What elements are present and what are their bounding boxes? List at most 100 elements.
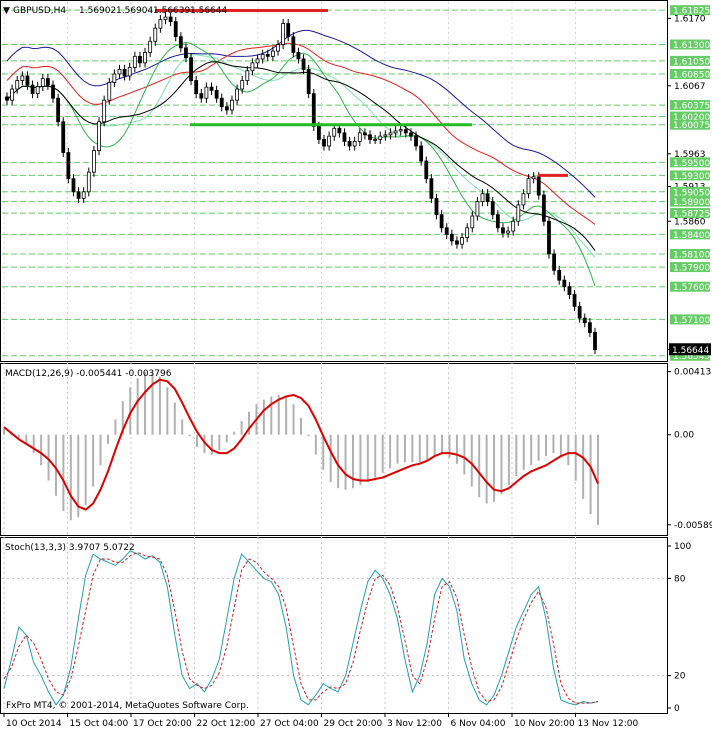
price-level-tag bbox=[670, 350, 710, 361]
time-label: 10 Oct 2014 bbox=[6, 719, 62, 729]
trend-lines[interactable] bbox=[155, 9, 568, 177]
candle-body bbox=[189, 57, 193, 81]
macd-pane-frame bbox=[0, 363, 668, 536]
candle-body bbox=[250, 62, 255, 72]
candle-body bbox=[296, 51, 301, 60]
time-label: 17 Oct 20:00 bbox=[133, 719, 192, 729]
candle-body bbox=[373, 139, 378, 141]
candle-body bbox=[337, 127, 342, 134]
candle-body bbox=[102, 99, 107, 123]
candle-body bbox=[112, 73, 117, 83]
candle-body bbox=[378, 135, 383, 140]
candles bbox=[5, 12, 597, 355]
candle-body bbox=[352, 141, 357, 147]
candle-body bbox=[163, 16, 168, 21]
price-level-tag bbox=[670, 100, 710, 111]
candle-body bbox=[235, 88, 239, 101]
price-level-label: 1.57600 bbox=[673, 283, 710, 293]
candle-body bbox=[117, 69, 122, 75]
candle-body bbox=[194, 80, 199, 95]
price-level-tag bbox=[670, 68, 710, 79]
price-label: 1.6170 bbox=[674, 14, 706, 24]
candle-body bbox=[506, 230, 510, 234]
price-level-label: 1.58400 bbox=[673, 231, 710, 241]
candle-body bbox=[409, 132, 413, 137]
price-level-tag bbox=[670, 281, 710, 292]
candle-body bbox=[138, 55, 142, 64]
candle-body bbox=[460, 237, 464, 245]
candle-body bbox=[270, 50, 275, 57]
price-level-tag bbox=[670, 262, 710, 273]
candle-body bbox=[66, 152, 71, 180]
price-level-label: 1.57900 bbox=[673, 264, 710, 274]
candle-body bbox=[204, 86, 209, 99]
price-level-label: 1.60200 bbox=[673, 113, 710, 123]
candle-body bbox=[511, 220, 516, 232]
candle-body bbox=[398, 129, 403, 132]
candle-body bbox=[526, 178, 531, 195]
current-price-box bbox=[669, 343, 711, 356]
candle-body bbox=[316, 125, 321, 140]
price-level-tag bbox=[670, 5, 710, 16]
candle-body bbox=[501, 227, 505, 234]
candle-body bbox=[153, 27, 158, 42]
candle-body bbox=[301, 58, 306, 70]
symbol-arrow-icon: ▼ bbox=[3, 6, 10, 16]
candle-body bbox=[465, 227, 470, 239]
stoch-scale-label: 0 bbox=[674, 704, 680, 714]
candle-body bbox=[587, 322, 592, 333]
candle-body bbox=[184, 47, 188, 59]
candle-body bbox=[347, 141, 352, 147]
candle-body bbox=[424, 160, 429, 180]
candle-body bbox=[449, 233, 454, 242]
time-label: 13 Nov 12:00 bbox=[578, 719, 639, 729]
horizontal-levels bbox=[2, 9, 667, 357]
price-level-label: 1.60375 bbox=[673, 102, 710, 112]
candle-body bbox=[281, 23, 286, 45]
candle-body bbox=[577, 305, 582, 319]
stoch-scale-label: 80 bbox=[674, 574, 686, 584]
candle-body bbox=[403, 129, 408, 134]
candle-body bbox=[148, 40, 153, 53]
ohlc-close: 1.56644 bbox=[190, 6, 227, 16]
price-level-label: 1.58725 bbox=[673, 210, 710, 220]
price-label: 1.6067 bbox=[674, 82, 706, 92]
candle-body bbox=[219, 97, 224, 108]
candle-body bbox=[368, 134, 372, 140]
stoch-signal-line bbox=[3, 551, 599, 704]
ohlc-open: 1.56902 bbox=[79, 6, 116, 16]
price-label: 1.5860 bbox=[674, 217, 706, 227]
symbol-label: GBPUSD,H4 bbox=[13, 6, 66, 16]
price-level-label: 1.60850 bbox=[673, 70, 710, 80]
candle-body bbox=[255, 58, 260, 64]
candle-body bbox=[122, 69, 127, 77]
stoch-indicator bbox=[2, 550, 667, 706]
candle-body bbox=[97, 121, 101, 151]
ohlc-high: 1.56904 bbox=[116, 6, 153, 16]
candle-body bbox=[86, 171, 91, 193]
macd-scale-label: 0.00 bbox=[674, 431, 694, 441]
candle-body bbox=[306, 69, 311, 95]
candle-body bbox=[240, 80, 245, 90]
current-price-label: 1.56644 bbox=[672, 346, 709, 356]
candle-body bbox=[582, 317, 587, 324]
candle-body bbox=[552, 253, 556, 271]
price-level-tag bbox=[670, 55, 710, 66]
candle-body bbox=[173, 21, 178, 38]
ma-mid-line bbox=[6, 54, 596, 258]
candle-body bbox=[495, 214, 500, 229]
candle-body bbox=[429, 178, 434, 199]
candle-body bbox=[143, 51, 147, 64]
candle-body bbox=[480, 193, 485, 203]
candle-body bbox=[35, 86, 40, 95]
time-label: 15 Oct 04:00 bbox=[70, 719, 129, 729]
candle-body bbox=[30, 84, 35, 95]
candle-body bbox=[168, 16, 173, 23]
ma-red-line bbox=[6, 42, 596, 225]
candle-body bbox=[470, 215, 475, 229]
price-level-label: 1.61300 bbox=[673, 41, 710, 51]
price-level-label: 1.58100 bbox=[673, 250, 710, 260]
candle-body bbox=[5, 96, 9, 101]
